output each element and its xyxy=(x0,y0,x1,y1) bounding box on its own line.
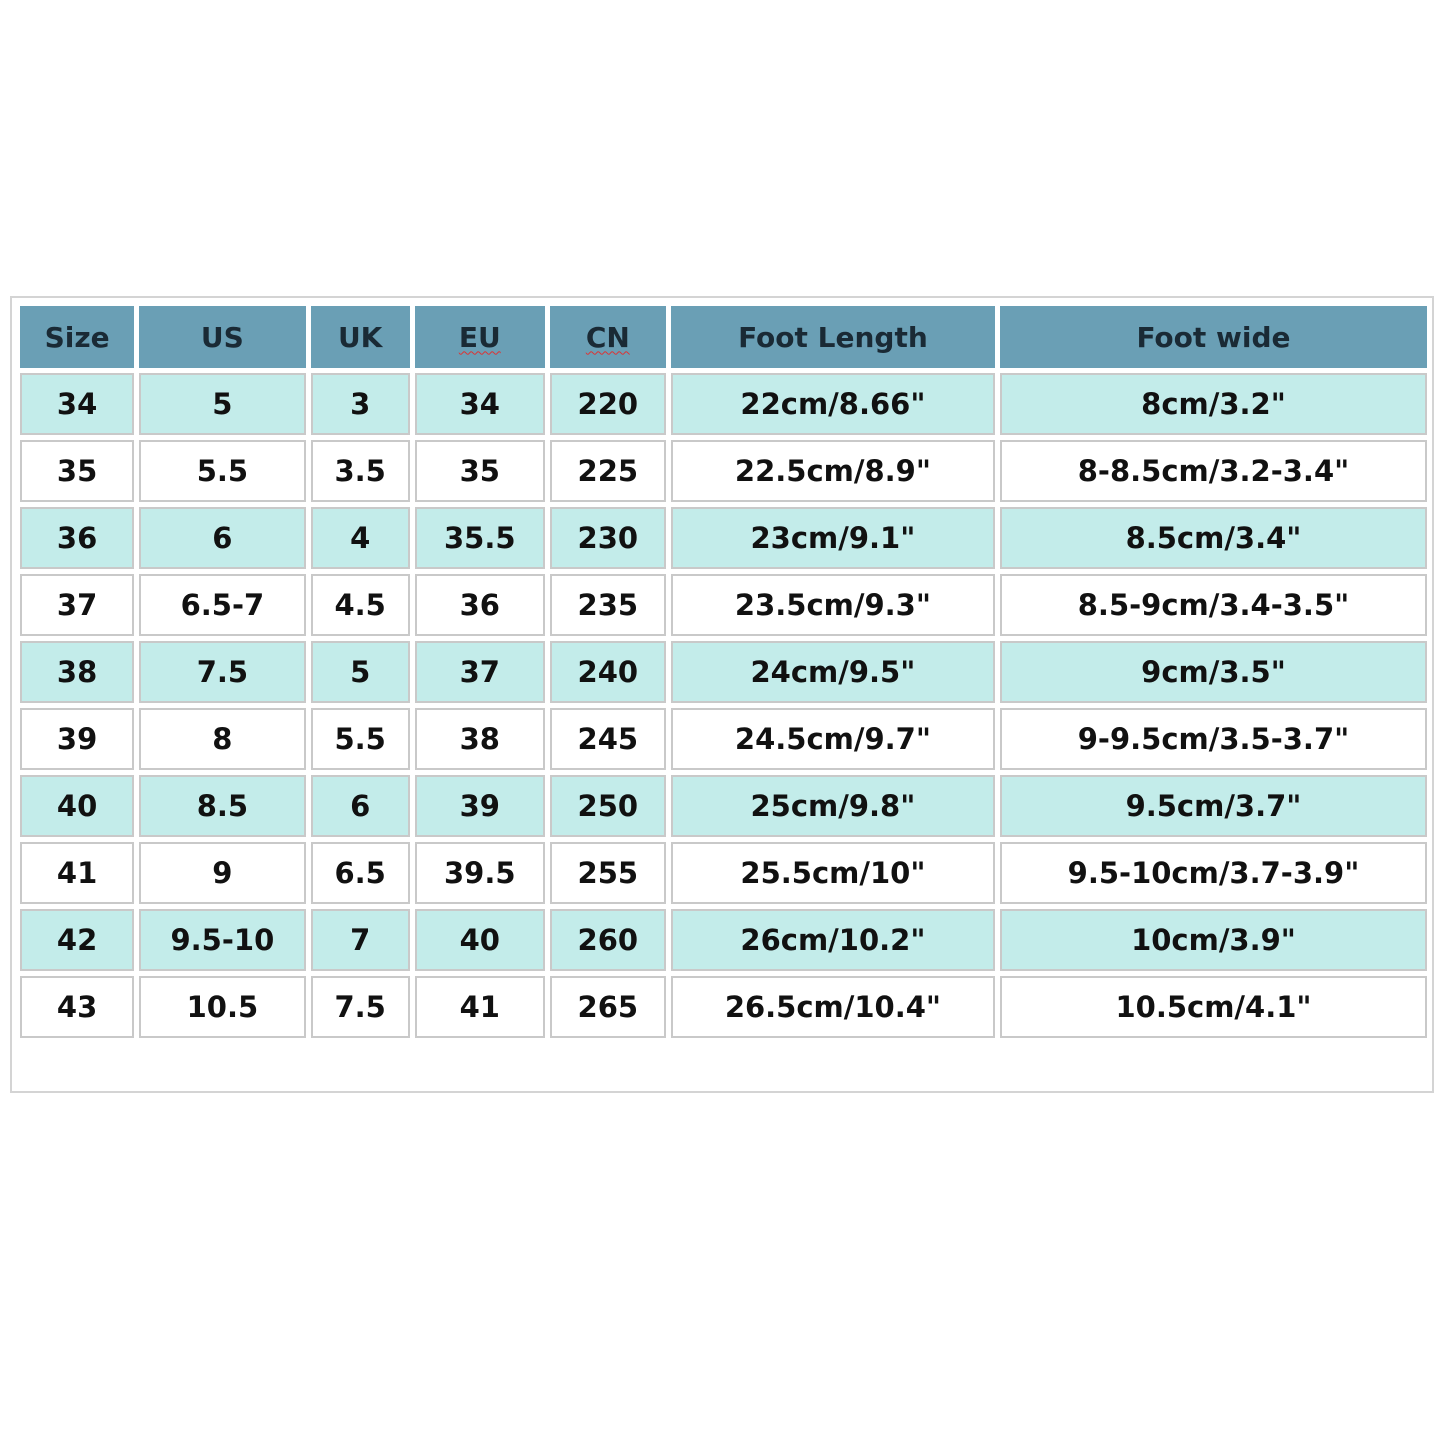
cell-foot-length: 25cm/9.8" xyxy=(670,775,995,837)
column-header-label: Size xyxy=(44,320,110,354)
table-row: 37 6.5-7 4.5 36 235 23.5cm/9.3" 8.5-9cm/3.4-3.… xyxy=(20,574,1427,636)
cell-cn: 255 xyxy=(549,842,666,904)
cell-foot-wide: 9.5-10cm/3.7-3.9" xyxy=(1000,842,1427,904)
column-header-eu: EU xyxy=(414,306,545,368)
cell-cn: 235 xyxy=(549,574,666,636)
cell-uk: 7 xyxy=(310,909,410,971)
cell-us: 5.5 xyxy=(139,440,306,502)
table-row: 35 5.5 3.5 35 225 22.5cm/8.9" 8-8.5cm/3.2-3.4" xyxy=(20,440,1427,502)
cell-size: 37 xyxy=(20,574,135,636)
cell-foot-length: 22.5cm/8.9" xyxy=(670,440,995,502)
cell-eu: 35.5 xyxy=(414,507,545,569)
cell-eu: 34 xyxy=(414,373,545,435)
column-header-us: US xyxy=(139,306,306,368)
column-header-label: Foot Length xyxy=(738,320,928,354)
cell-foot-length: 23cm/9.1" xyxy=(670,507,995,569)
cell-uk: 4.5 xyxy=(310,574,410,636)
table-row: 34 5 3 34 220 22cm/8.66" 8cm/3.2" xyxy=(20,373,1427,435)
size-chart: Size US UK EU CN Foot Length Foot wide 34 5 3 34 2… xyxy=(10,296,1434,1093)
cell-foot-wide: 9.5cm/3.7" xyxy=(1000,775,1427,837)
cell-us: 8 xyxy=(139,708,306,770)
cell-size: 36 xyxy=(20,507,135,569)
cell-foot-wide: 10.5cm/4.1" xyxy=(1000,976,1427,1038)
table-row: 36 6 4 35.5 230 23cm/9.1" 8.5cm/3.4" xyxy=(20,507,1427,569)
cell-cn: 265 xyxy=(549,976,666,1038)
cell-size: 38 xyxy=(20,641,135,703)
cell-uk: 3.5 xyxy=(310,440,410,502)
cell-cn: 260 xyxy=(549,909,666,971)
cell-cn: 225 xyxy=(549,440,666,502)
table-row: 40 8.5 6 39 250 25cm/9.8" 9.5cm/3.7" xyxy=(20,775,1427,837)
cell-size: 34 xyxy=(20,373,135,435)
cell-cn: 220 xyxy=(549,373,666,435)
column-header-uk: UK xyxy=(310,306,410,368)
cell-foot-length: 22cm/8.66" xyxy=(670,373,995,435)
cell-foot-length: 24cm/9.5" xyxy=(670,641,995,703)
cell-us: 7.5 xyxy=(139,641,306,703)
cell-size: 42 xyxy=(20,909,135,971)
cell-foot-wide: 8.5-9cm/3.4-3.5" xyxy=(1000,574,1427,636)
cell-foot-wide: 9cm/3.5" xyxy=(1000,641,1427,703)
cell-eu: 39.5 xyxy=(414,842,545,904)
cell-uk: 4 xyxy=(310,507,410,569)
cell-uk: 3 xyxy=(310,373,410,435)
size-table: Size US UK EU CN Foot Length Foot wide 34 5 3 34 2… xyxy=(15,301,1432,1043)
cell-uk: 6.5 xyxy=(310,842,410,904)
cell-uk: 5.5 xyxy=(310,708,410,770)
cell-eu: 35 xyxy=(414,440,545,502)
column-header-label: CN xyxy=(585,320,630,354)
column-header-size: Size xyxy=(20,306,135,368)
cell-eu: 41 xyxy=(414,976,545,1038)
table-row: 42 9.5-10 7 40 260 26cm/10.2" 10cm/3.9" xyxy=(20,909,1427,971)
cell-uk: 5 xyxy=(310,641,410,703)
column-header-label: Foot wide xyxy=(1136,320,1291,354)
cell-cn: 230 xyxy=(549,507,666,569)
cell-us: 8.5 xyxy=(139,775,306,837)
table-row: 41 9 6.5 39.5 255 25.5cm/10" 9.5-10cm/3.7-3.9" xyxy=(20,842,1427,904)
cell-size: 35 xyxy=(20,440,135,502)
header-row: Size US UK EU CN Foot Length Foot wide xyxy=(20,306,1427,368)
cell-foot-length: 23.5cm/9.3" xyxy=(670,574,995,636)
cell-foot-wide: 8.5cm/3.4" xyxy=(1000,507,1427,569)
cell-foot-wide: 8-8.5cm/3.2-3.4" xyxy=(1000,440,1427,502)
cell-size: 39 xyxy=(20,708,135,770)
cell-uk: 6 xyxy=(310,775,410,837)
cell-eu: 36 xyxy=(414,574,545,636)
cell-eu: 38 xyxy=(414,708,545,770)
table-row: 43 10.5 7.5 41 265 26.5cm/10.4" 10.5cm/4.1" xyxy=(20,976,1427,1038)
cell-eu: 40 xyxy=(414,909,545,971)
column-header-label: US xyxy=(200,320,244,354)
cell-us: 6.5-7 xyxy=(139,574,306,636)
cell-foot-length: 25.5cm/10" xyxy=(670,842,995,904)
cell-us: 5 xyxy=(139,373,306,435)
column-header-cn: CN xyxy=(549,306,666,368)
table-row: 38 7.5 5 37 240 24cm/9.5" 9cm/3.5" xyxy=(20,641,1427,703)
cell-cn: 245 xyxy=(549,708,666,770)
cell-uk: 7.5 xyxy=(310,976,410,1038)
cell-size: 43 xyxy=(20,976,135,1038)
cell-foot-wide: 9-9.5cm/3.5-3.7" xyxy=(1000,708,1427,770)
cell-eu: 37 xyxy=(414,641,545,703)
cell-foot-length: 26.5cm/10.4" xyxy=(670,976,995,1038)
cell-foot-length: 24.5cm/9.7" xyxy=(670,708,995,770)
cell-cn: 240 xyxy=(549,641,666,703)
cell-us: 9.5-10 xyxy=(139,909,306,971)
cell-size: 41 xyxy=(20,842,135,904)
cell-foot-wide: 8cm/3.2" xyxy=(1000,373,1427,435)
table-row: 39 8 5.5 38 245 24.5cm/9.7" 9-9.5cm/3.5-3.7" xyxy=(20,708,1427,770)
cell-us: 9 xyxy=(139,842,306,904)
cell-us: 10.5 xyxy=(139,976,306,1038)
cell-eu: 39 xyxy=(414,775,545,837)
cell-foot-length: 26cm/10.2" xyxy=(670,909,995,971)
cell-foot-wide: 10cm/3.9" xyxy=(1000,909,1427,971)
column-header-label: UK xyxy=(337,320,383,354)
column-header-foot-wide: Foot wide xyxy=(1000,306,1427,368)
column-header-foot-length: Foot Length xyxy=(670,306,995,368)
column-header-label: EU xyxy=(458,320,501,354)
cell-us: 6 xyxy=(139,507,306,569)
cell-size: 40 xyxy=(20,775,135,837)
cell-cn: 250 xyxy=(549,775,666,837)
